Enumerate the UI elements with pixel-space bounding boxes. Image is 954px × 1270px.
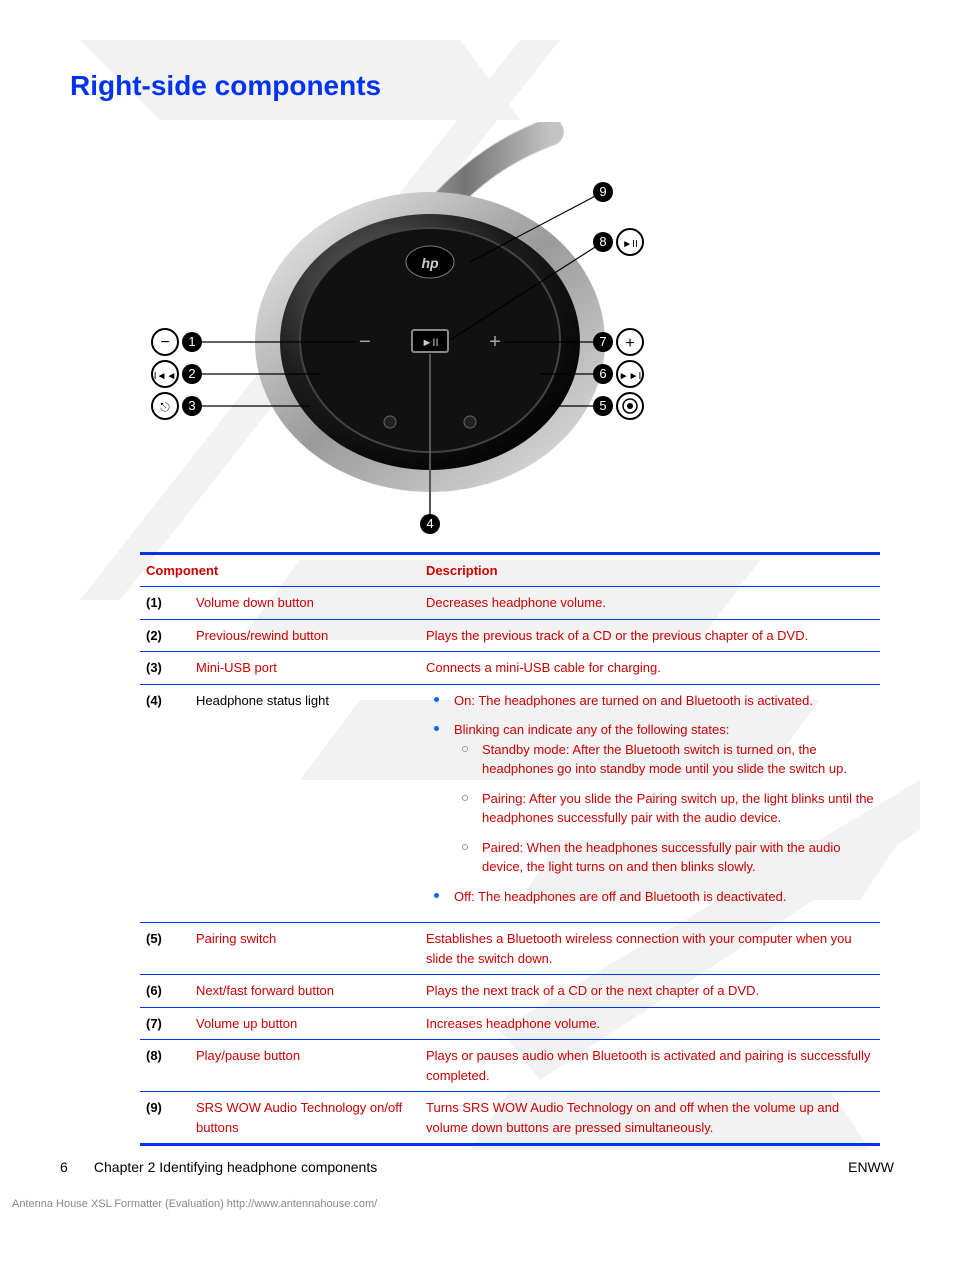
svg-text:hp: hp	[421, 255, 439, 271]
component-description: Connects a mini-USB cable for charging.	[420, 652, 880, 685]
component-name: Next/fast forward button	[190, 975, 420, 1008]
svg-text:►►I: ►►I	[619, 371, 642, 382]
table-row: (2)Previous/rewind buttonPlays the previ…	[140, 619, 880, 652]
component-description: On: The headphones are turned on and Blu…	[420, 684, 880, 923]
table-row: (9)SRS WOW Audio Technology on/off butto…	[140, 1092, 880, 1145]
bullet-item: On: The headphones are turned on and Blu…	[426, 691, 874, 711]
svg-text:5: 5	[599, 398, 606, 413]
svg-text:−: −	[359, 331, 371, 353]
svg-text:4: 4	[426, 516, 433, 531]
chapter-title: Chapter 2 Identifying headphone componen…	[94, 1159, 377, 1175]
table-row: (8)Play/pause buttonPlays or pauses audi…	[140, 1040, 880, 1092]
component-number: (2)	[140, 619, 190, 652]
component-name: Volume down button	[190, 587, 420, 620]
sub-bullet-item: Standby mode: After the Bluetooth switch…	[454, 740, 874, 779]
bullet-item: Off: The headphones are off and Bluetoot…	[426, 887, 874, 907]
component-number: (8)	[140, 1040, 190, 1092]
svg-text:2: 2	[188, 366, 195, 381]
table-row: (7)Volume up buttonIncreases headphone v…	[140, 1007, 880, 1040]
component-number: (6)	[140, 975, 190, 1008]
component-description: Plays the previous track of a CD or the …	[420, 619, 880, 652]
page-title: Right-side components	[70, 70, 914, 102]
component-name: Volume up button	[190, 1007, 420, 1040]
svg-text:6: 6	[599, 366, 606, 381]
svg-text:I◄◄: I◄◄	[154, 371, 177, 382]
table-row: (4)Headphone status light On: The headpho…	[140, 684, 880, 923]
page-footer: 6 Chapter 2 Identifying headphone compon…	[60, 1159, 894, 1175]
component-number: (7)	[140, 1007, 190, 1040]
svg-text:8: 8	[599, 234, 606, 249]
product-diagram: hp − + ►II 1 −	[130, 122, 650, 542]
sub-bullet-item: Paired: When the headphones successfully…	[454, 838, 874, 877]
footer-right: ENWW	[848, 1159, 894, 1175]
th-component: Component	[140, 554, 420, 587]
th-description: Description	[420, 554, 880, 587]
sub-bullet-item: Pairing: After you slide the Pairing swi…	[454, 789, 874, 828]
svg-text:−: −	[160, 334, 169, 351]
component-name: Headphone status light	[190, 684, 420, 923]
components-table: Component Description (1)Volume down but…	[140, 552, 880, 1146]
bullet-item: Blinking can indicate any of the followi…	[426, 720, 874, 877]
component-description: Plays the next track of a CD or the next…	[420, 975, 880, 1008]
component-name: Pairing switch	[190, 923, 420, 975]
component-name: Play/pause button	[190, 1040, 420, 1092]
component-number: (9)	[140, 1092, 190, 1145]
table-row: (1)Volume down buttonDecreases headphone…	[140, 587, 880, 620]
svg-text:+: +	[625, 335, 634, 352]
evaluation-note: Antenna House XSL Formatter (Evaluation)…	[12, 1198, 377, 1210]
component-number: (5)	[140, 923, 190, 975]
component-description: Plays or pauses audio when Bluetooth is …	[420, 1040, 880, 1092]
table-row: (5)Pairing switchEstablishes a Bluetooth…	[140, 923, 880, 975]
component-name: Mini-USB port	[190, 652, 420, 685]
table-row: (3)Mini-USB portConnects a mini-USB cabl…	[140, 652, 880, 685]
component-description: Decreases headphone volume.	[420, 587, 880, 620]
svg-text:⎋: ⎋	[160, 400, 170, 414]
svg-text:►II: ►II	[422, 337, 439, 349]
svg-text:9: 9	[599, 184, 606, 199]
component-description: Turns SRS WOW Audio Technology on and of…	[420, 1092, 880, 1145]
svg-text:3: 3	[188, 398, 195, 413]
svg-text:►II: ►II	[622, 239, 637, 250]
component-number: (4)	[140, 684, 190, 923]
table-row: (6)Next/fast forward buttonPlays the nex…	[140, 975, 880, 1008]
svg-text:1: 1	[188, 334, 195, 349]
component-number: (1)	[140, 587, 190, 620]
component-number: (3)	[140, 652, 190, 685]
svg-text:7: 7	[599, 334, 606, 349]
component-description: Establishes a Bluetooth wireless connect…	[420, 923, 880, 975]
component-name: Previous/rewind button	[190, 619, 420, 652]
component-name: SRS WOW Audio Technology on/off buttons	[190, 1092, 420, 1145]
page-number: 6	[60, 1159, 90, 1175]
svg-text:+: +	[489, 331, 501, 353]
component-description: Increases headphone volume.	[420, 1007, 880, 1040]
